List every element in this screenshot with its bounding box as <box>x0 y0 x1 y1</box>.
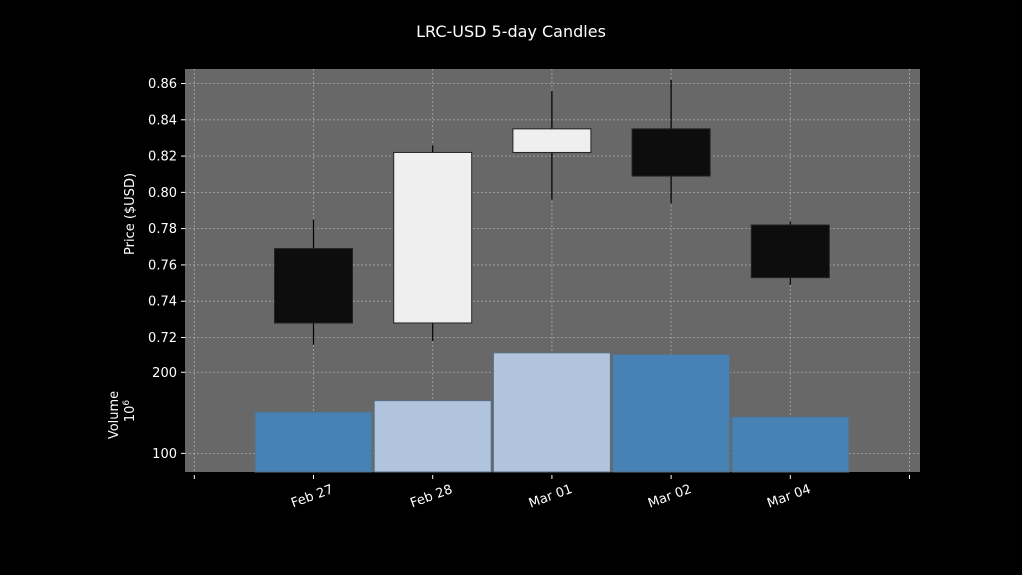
candles <box>274 79 830 345</box>
volume-bar <box>492 352 611 473</box>
x-tick-label: Mar 02 <box>646 482 694 512</box>
volume-axis-label: Volume <box>107 391 122 439</box>
volume-bar <box>254 411 373 473</box>
price-tick-label: 0.78 <box>148 222 177 237</box>
price-tick-label: 0.82 <box>148 150 177 165</box>
candle-body <box>393 151 473 324</box>
candle-body <box>631 128 711 177</box>
x-tick-label: Mar 01 <box>527 482 575 512</box>
volume-tick-label: 100 <box>152 447 177 462</box>
volume-bar <box>373 400 492 473</box>
price-tick-label: 0.80 <box>148 186 177 201</box>
price-tick-label: 0.72 <box>148 331 177 346</box>
volume-bars <box>254 352 850 473</box>
candle-body <box>274 248 353 324</box>
price-tick-label: 0.84 <box>148 113 177 128</box>
candle-body <box>512 128 592 153</box>
price-axis-label: Price ($USD) <box>123 173 138 255</box>
price-tick-label: 0.86 <box>148 77 177 92</box>
candle-body <box>750 224 830 279</box>
volume-bar <box>612 353 731 473</box>
price-tick-label: 0.76 <box>148 258 177 273</box>
volume-multiplier-label: 106 <box>122 400 138 423</box>
price-tick-label: 0.74 <box>148 295 177 310</box>
x-tick-label: Feb 27 <box>289 482 335 511</box>
chart-title: LRC-USD 5-day Candles <box>416 22 606 41</box>
x-tick-label: Mar 04 <box>765 482 813 512</box>
x-tick-label: Feb 28 <box>408 482 454 511</box>
volume-tick-label: 200 <box>152 366 177 381</box>
volume-bar <box>731 416 850 473</box>
